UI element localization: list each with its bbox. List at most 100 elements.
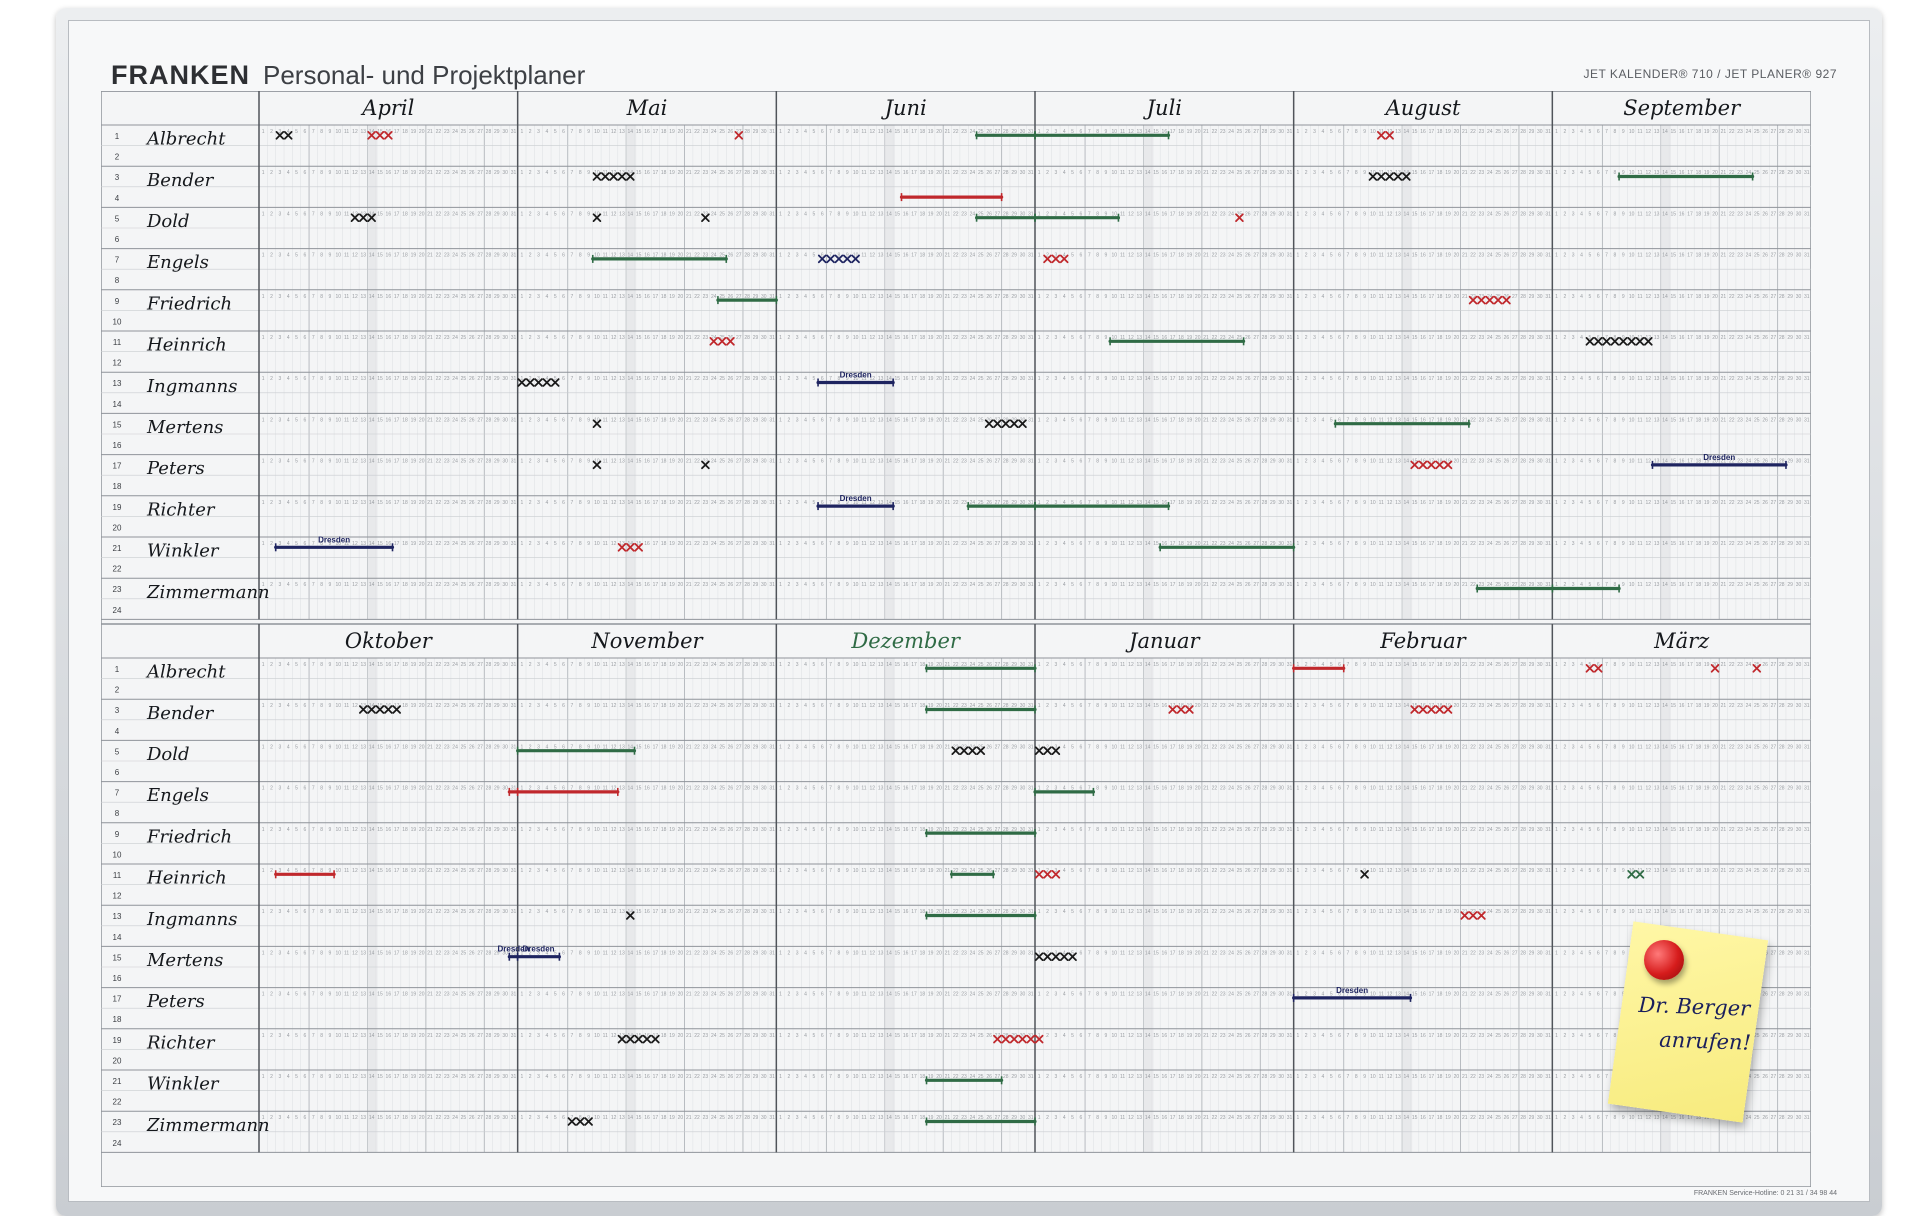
svg-text:20: 20 bbox=[678, 744, 684, 750]
svg-text:15: 15 bbox=[895, 909, 901, 915]
svg-text:20: 20 bbox=[419, 500, 425, 506]
svg-text:21: 21 bbox=[686, 541, 692, 547]
svg-text:8: 8 bbox=[838, 868, 841, 874]
svg-text:14: 14 bbox=[628, 129, 634, 135]
svg-text:12: 12 bbox=[611, 582, 617, 588]
svg-text:24: 24 bbox=[1487, 500, 1493, 506]
svg-text:6: 6 bbox=[1338, 827, 1341, 833]
svg-text:2: 2 bbox=[529, 992, 532, 998]
svg-text:1: 1 bbox=[262, 170, 265, 176]
svg-text:24: 24 bbox=[711, 459, 717, 465]
svg-text:27: 27 bbox=[1253, 744, 1259, 750]
svg-text:11: 11 bbox=[861, 868, 866, 874]
svg-text:27: 27 bbox=[1512, 703, 1518, 709]
svg-text:22: 22 bbox=[953, 950, 959, 956]
svg-text:20: 20 bbox=[1712, 294, 1718, 300]
svg-text:22: 22 bbox=[436, 253, 442, 259]
svg-text:8: 8 bbox=[1355, 500, 1358, 506]
svg-text:27: 27 bbox=[736, 170, 742, 176]
svg-text:9: 9 bbox=[1622, 211, 1625, 217]
svg-text:3: 3 bbox=[278, 786, 281, 792]
svg-text:15: 15 bbox=[636, 703, 642, 709]
magnet-pin-icon[interactable] bbox=[1644, 940, 1684, 980]
svg-text:1: 1 bbox=[1555, 744, 1558, 750]
svg-text:30: 30 bbox=[761, 950, 767, 956]
svg-text:26: 26 bbox=[1762, 744, 1768, 750]
svg-text:23: 23 bbox=[1479, 1033, 1485, 1039]
svg-text:16: 16 bbox=[903, 1074, 909, 1080]
svg-text:4: 4 bbox=[1321, 211, 1324, 217]
svg-text:6: 6 bbox=[562, 703, 565, 709]
svg-text:24: 24 bbox=[711, 211, 717, 217]
svg-text:2: 2 bbox=[1305, 744, 1308, 750]
svg-text:11: 11 bbox=[344, 129, 349, 135]
svg-text:28: 28 bbox=[486, 1033, 492, 1039]
svg-text:8: 8 bbox=[1096, 253, 1099, 259]
svg-text:20: 20 bbox=[678, 950, 684, 956]
svg-text:19: 19 bbox=[669, 129, 675, 135]
svg-text:20: 20 bbox=[419, 376, 425, 382]
svg-text:16: 16 bbox=[1162, 744, 1168, 750]
svg-text:24: 24 bbox=[711, 950, 717, 956]
svg-text:15: 15 bbox=[895, 541, 901, 547]
svg-text:29: 29 bbox=[1787, 703, 1793, 709]
svg-text:3: 3 bbox=[537, 582, 540, 588]
svg-text:12: 12 bbox=[1387, 541, 1393, 547]
employee-name: Peters bbox=[146, 458, 205, 479]
svg-text:18: 18 bbox=[661, 1115, 667, 1121]
svg-text:30: 30 bbox=[1278, 253, 1284, 259]
svg-text:19: 19 bbox=[928, 868, 934, 874]
svg-text:22: 22 bbox=[1212, 500, 1218, 506]
svg-text:2: 2 bbox=[787, 335, 790, 341]
svg-text:31: 31 bbox=[1287, 909, 1293, 915]
svg-text:14: 14 bbox=[369, 827, 375, 833]
svg-text:18: 18 bbox=[1437, 827, 1443, 833]
svg-text:10: 10 bbox=[335, 500, 341, 506]
svg-text:30: 30 bbox=[1537, 868, 1543, 874]
svg-text:17: 17 bbox=[1429, 950, 1435, 956]
svg-text:28: 28 bbox=[486, 868, 492, 874]
svg-text:2: 2 bbox=[1046, 459, 1049, 465]
svg-text:16: 16 bbox=[644, 909, 650, 915]
svg-text:2: 2 bbox=[787, 500, 790, 506]
svg-text:8: 8 bbox=[320, 129, 323, 135]
svg-text:4: 4 bbox=[1580, 253, 1583, 259]
svg-text:20: 20 bbox=[419, 909, 425, 915]
svg-text:14: 14 bbox=[1404, 662, 1410, 668]
svg-text:29: 29 bbox=[1270, 335, 1276, 341]
svg-text:2: 2 bbox=[529, 335, 532, 341]
svg-text:15: 15 bbox=[1153, 170, 1159, 176]
trip-marker[interactable]: Dresden bbox=[518, 945, 560, 961]
svg-text:30: 30 bbox=[1020, 170, 1026, 176]
svg-text:29: 29 bbox=[1270, 950, 1276, 956]
svg-text:21: 21 bbox=[945, 868, 951, 874]
svg-text:17: 17 bbox=[653, 950, 659, 956]
svg-text:26: 26 bbox=[1504, 950, 1510, 956]
svg-text:2: 2 bbox=[1563, 253, 1566, 259]
svg-text:26: 26 bbox=[469, 1033, 475, 1039]
sticky-note[interactable]: Dr. Berger anrufen! bbox=[1608, 921, 1768, 1122]
svg-text:21: 21 bbox=[1721, 662, 1727, 668]
svg-text:9: 9 bbox=[846, 1115, 849, 1121]
svg-text:27: 27 bbox=[1512, 459, 1518, 465]
svg-text:17: 17 bbox=[394, 541, 400, 547]
svg-text:28: 28 bbox=[744, 1115, 750, 1121]
svg-text:19: 19 bbox=[1187, 868, 1193, 874]
svg-text:6: 6 bbox=[1338, 335, 1341, 341]
svg-text:1: 1 bbox=[779, 129, 782, 135]
svg-text:2: 2 bbox=[1563, 129, 1566, 135]
svg-text:4: 4 bbox=[1321, 703, 1324, 709]
svg-text:17: 17 bbox=[1429, 868, 1435, 874]
svg-text:21: 21 bbox=[945, 582, 951, 588]
svg-text:4: 4 bbox=[545, 1074, 548, 1080]
svg-text:27: 27 bbox=[1771, 500, 1777, 506]
svg-text:3: 3 bbox=[1313, 950, 1316, 956]
svg-text:16: 16 bbox=[903, 662, 909, 668]
svg-text:14: 14 bbox=[1662, 417, 1668, 423]
svg-text:4: 4 bbox=[545, 582, 548, 588]
svg-text:13: 13 bbox=[878, 335, 884, 341]
svg-text:15: 15 bbox=[1153, 459, 1159, 465]
svg-text:24: 24 bbox=[1228, 662, 1234, 668]
svg-text:27: 27 bbox=[1253, 459, 1259, 465]
svg-text:26: 26 bbox=[1762, 909, 1768, 915]
